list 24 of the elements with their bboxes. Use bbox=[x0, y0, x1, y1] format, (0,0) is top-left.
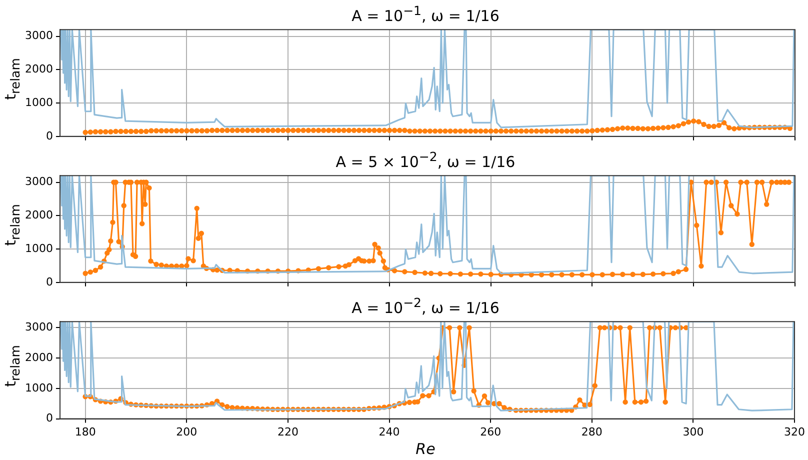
y-tick-label: 2000 bbox=[24, 350, 53, 364]
x-tick-label: 200 bbox=[176, 425, 198, 438]
x-tick-label: 220 bbox=[277, 425, 298, 438]
y-tick-label: 3000 bbox=[24, 320, 53, 334]
chart-title: A = 10$^{−2}$, ω = 1/16 bbox=[350, 294, 500, 317]
x-tick-label: 260 bbox=[480, 425, 502, 438]
x-tick-label: 180 bbox=[74, 425, 96, 438]
y-tick-label: 1000 bbox=[24, 242, 53, 255]
x-tick-label: 240 bbox=[378, 425, 400, 438]
y-tick-label: 1000 bbox=[24, 381, 53, 394]
y-tick-label: 3000 bbox=[24, 29, 53, 42]
y-tick-label: 3000 bbox=[24, 175, 53, 188]
y-tick-label: 2000 bbox=[24, 62, 53, 76]
y-tick-label: 1000 bbox=[24, 96, 53, 109]
chart-title: A = 5 × 10$^{−2}$, ω = 1/16 bbox=[334, 148, 516, 171]
y-tick-label: 0 bbox=[46, 412, 53, 425]
chart-title: A = 10$^{−1}$, ω = 1/16 bbox=[350, 2, 500, 25]
y-tick-label: 2000 bbox=[24, 208, 53, 222]
y-tick-label: 0 bbox=[46, 129, 53, 142]
y-tick-label: 0 bbox=[46, 275, 53, 288]
x-tick-label: 320 bbox=[784, 425, 805, 438]
x-tick-label: 300 bbox=[682, 425, 704, 438]
x-tick-label: 280 bbox=[581, 425, 602, 438]
x-axis-title: Re bbox=[414, 440, 436, 458]
